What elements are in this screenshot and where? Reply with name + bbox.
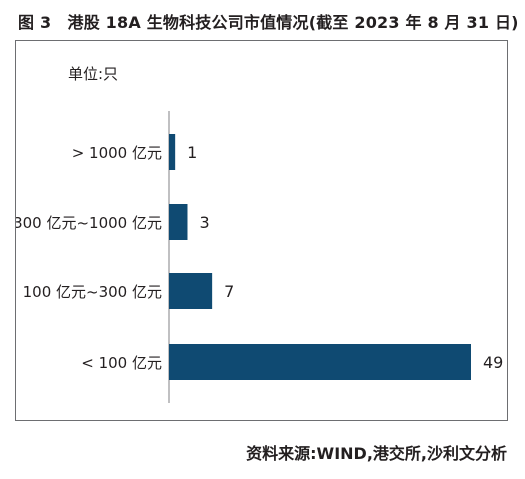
category-label-2: 100 亿元~300 亿元 bbox=[23, 283, 162, 301]
value-label-0: 1 bbox=[187, 143, 197, 162]
category-label-3: < 100 亿元 bbox=[81, 354, 162, 372]
bars-group: > 1000 亿元 1 300 亿元~1000 亿元 3 100 亿元~300 亿元 7 <… bbox=[13, 134, 503, 380]
unit-label: 单位:只 bbox=[68, 65, 118, 83]
value-label-2: 7 bbox=[224, 282, 234, 301]
chart-frame: 单位:只 > 1000 亿元 1 300 亿元~1000 亿元 3 100 亿元~300… bbox=[13, 40, 508, 421]
category-label-0: > 1000 亿元 bbox=[72, 144, 162, 162]
bar-2 bbox=[169, 273, 213, 309]
category-label-1: 300 亿元~1000 亿元 bbox=[16, 214, 162, 232]
bar-3 bbox=[169, 344, 471, 380]
bar-chart: 单位:只 > 1000 亿元 1 300 亿元~1000 亿元 3 100 亿元~300… bbox=[13, 65, 503, 403]
value-label-3: 49 bbox=[483, 353, 503, 372]
value-label-1: 3 bbox=[199, 213, 209, 232]
source-note: 资料来源:WIND,港交所,沙利文分析 bbox=[246, 444, 507, 463]
figure-title: 图 3 港股 18A 生物科技公司市值情况(截至 2023 年 8 月 31 日… bbox=[18, 13, 519, 32]
bar-1 bbox=[169, 204, 188, 240]
bar-0 bbox=[169, 134, 176, 170]
